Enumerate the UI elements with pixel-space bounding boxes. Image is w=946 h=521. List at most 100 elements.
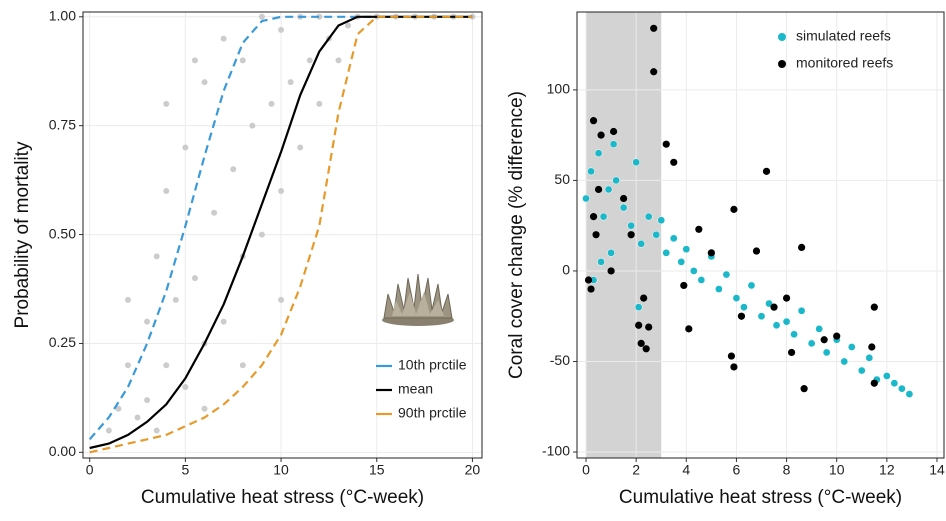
point	[680, 281, 688, 290]
point	[201, 405, 208, 412]
legend-label: 90th prctile	[398, 405, 467, 421]
point	[105, 427, 112, 434]
point	[316, 100, 323, 107]
point	[634, 303, 643, 312]
x-tick-label: 4	[682, 462, 690, 478]
y-tick-label: 100	[547, 81, 571, 97]
point	[592, 231, 600, 239]
point	[163, 100, 170, 107]
point	[782, 317, 791, 326]
point	[732, 294, 741, 302]
point	[201, 79, 208, 86]
point	[747, 281, 756, 290]
point	[770, 303, 778, 311]
point	[115, 405, 122, 412]
point	[757, 312, 766, 321]
point	[597, 131, 605, 139]
line	[89, 15, 473, 454]
point	[790, 330, 798, 339]
panel: -100 -50 0 50 100 0 2 4 6 8 10 12 14 Cumulative heat …	[506, 11, 945, 508]
y-tick-label: 0.00	[49, 443, 76, 459]
point	[594, 149, 603, 158]
x-tick-label: 6	[733, 462, 741, 478]
y-tick-label: 50	[554, 171, 570, 187]
coral-highlights	[392, 292, 444, 316]
y-tick-label: 0.50	[49, 225, 76, 241]
x-tick-label: 10	[273, 462, 289, 478]
point	[833, 332, 841, 340]
point	[163, 188, 170, 195]
point	[211, 209, 218, 216]
point	[857, 366, 866, 375]
point	[220, 35, 227, 42]
x-tick-label: 10	[829, 462, 845, 478]
legend-label: simulated reefs	[796, 28, 891, 44]
y-tick-label: 0	[562, 262, 570, 278]
y-tick-label: 0.75	[49, 116, 76, 132]
point	[800, 385, 808, 393]
point	[868, 343, 876, 351]
point	[220, 318, 227, 325]
point	[865, 354, 874, 362]
point	[765, 299, 773, 308]
point	[345, 22, 352, 29]
point	[134, 414, 141, 421]
point	[144, 397, 151, 404]
point	[612, 176, 620, 185]
point	[620, 194, 628, 203]
point	[469, 13, 476, 20]
point	[682, 245, 691, 254]
point	[752, 247, 761, 255]
point	[278, 296, 285, 303]
point	[737, 312, 746, 320]
plot-border	[82, 11, 483, 459]
point	[597, 258, 605, 266]
point	[278, 26, 285, 33]
point	[609, 127, 618, 136]
x-tick-label: 12	[879, 462, 895, 478]
point	[619, 203, 628, 212]
x-tick-label: 20	[465, 462, 481, 478]
point	[607, 267, 615, 275]
point	[644, 212, 653, 221]
x-tick-label: 2	[632, 462, 640, 478]
point	[637, 239, 646, 248]
legend-marker	[778, 33, 786, 41]
x-tick-label: 5	[181, 462, 189, 478]
point	[230, 166, 237, 173]
legend-label: mean	[398, 381, 433, 397]
point	[632, 158, 641, 167]
point	[587, 167, 595, 176]
y-tick-label: 0.25	[49, 334, 76, 350]
point	[807, 339, 816, 348]
point	[840, 357, 849, 366]
point	[589, 117, 598, 125]
point	[144, 318, 151, 325]
point	[797, 306, 806, 315]
point	[335, 57, 342, 64]
point	[882, 372, 891, 380]
point	[762, 167, 771, 175]
point	[822, 348, 831, 357]
point	[870, 379, 878, 387]
point	[191, 275, 198, 282]
point	[722, 270, 731, 279]
point	[905, 390, 914, 398]
point	[589, 213, 598, 221]
point	[124, 296, 131, 303]
y-axis-title: Probability of mortality	[12, 141, 33, 328]
point	[258, 13, 265, 20]
point	[316, 13, 323, 20]
point	[599, 212, 608, 221]
point	[715, 285, 723, 293]
point	[637, 339, 645, 347]
point	[182, 144, 189, 151]
point	[191, 57, 198, 64]
point	[787, 348, 796, 357]
point	[890, 379, 899, 388]
point	[582, 194, 590, 203]
point	[594, 185, 603, 194]
point	[584, 276, 593, 284]
x-tick-label: 15	[369, 462, 385, 478]
x-axis-title: Cumulative heat stress (°C-week)	[141, 487, 424, 508]
